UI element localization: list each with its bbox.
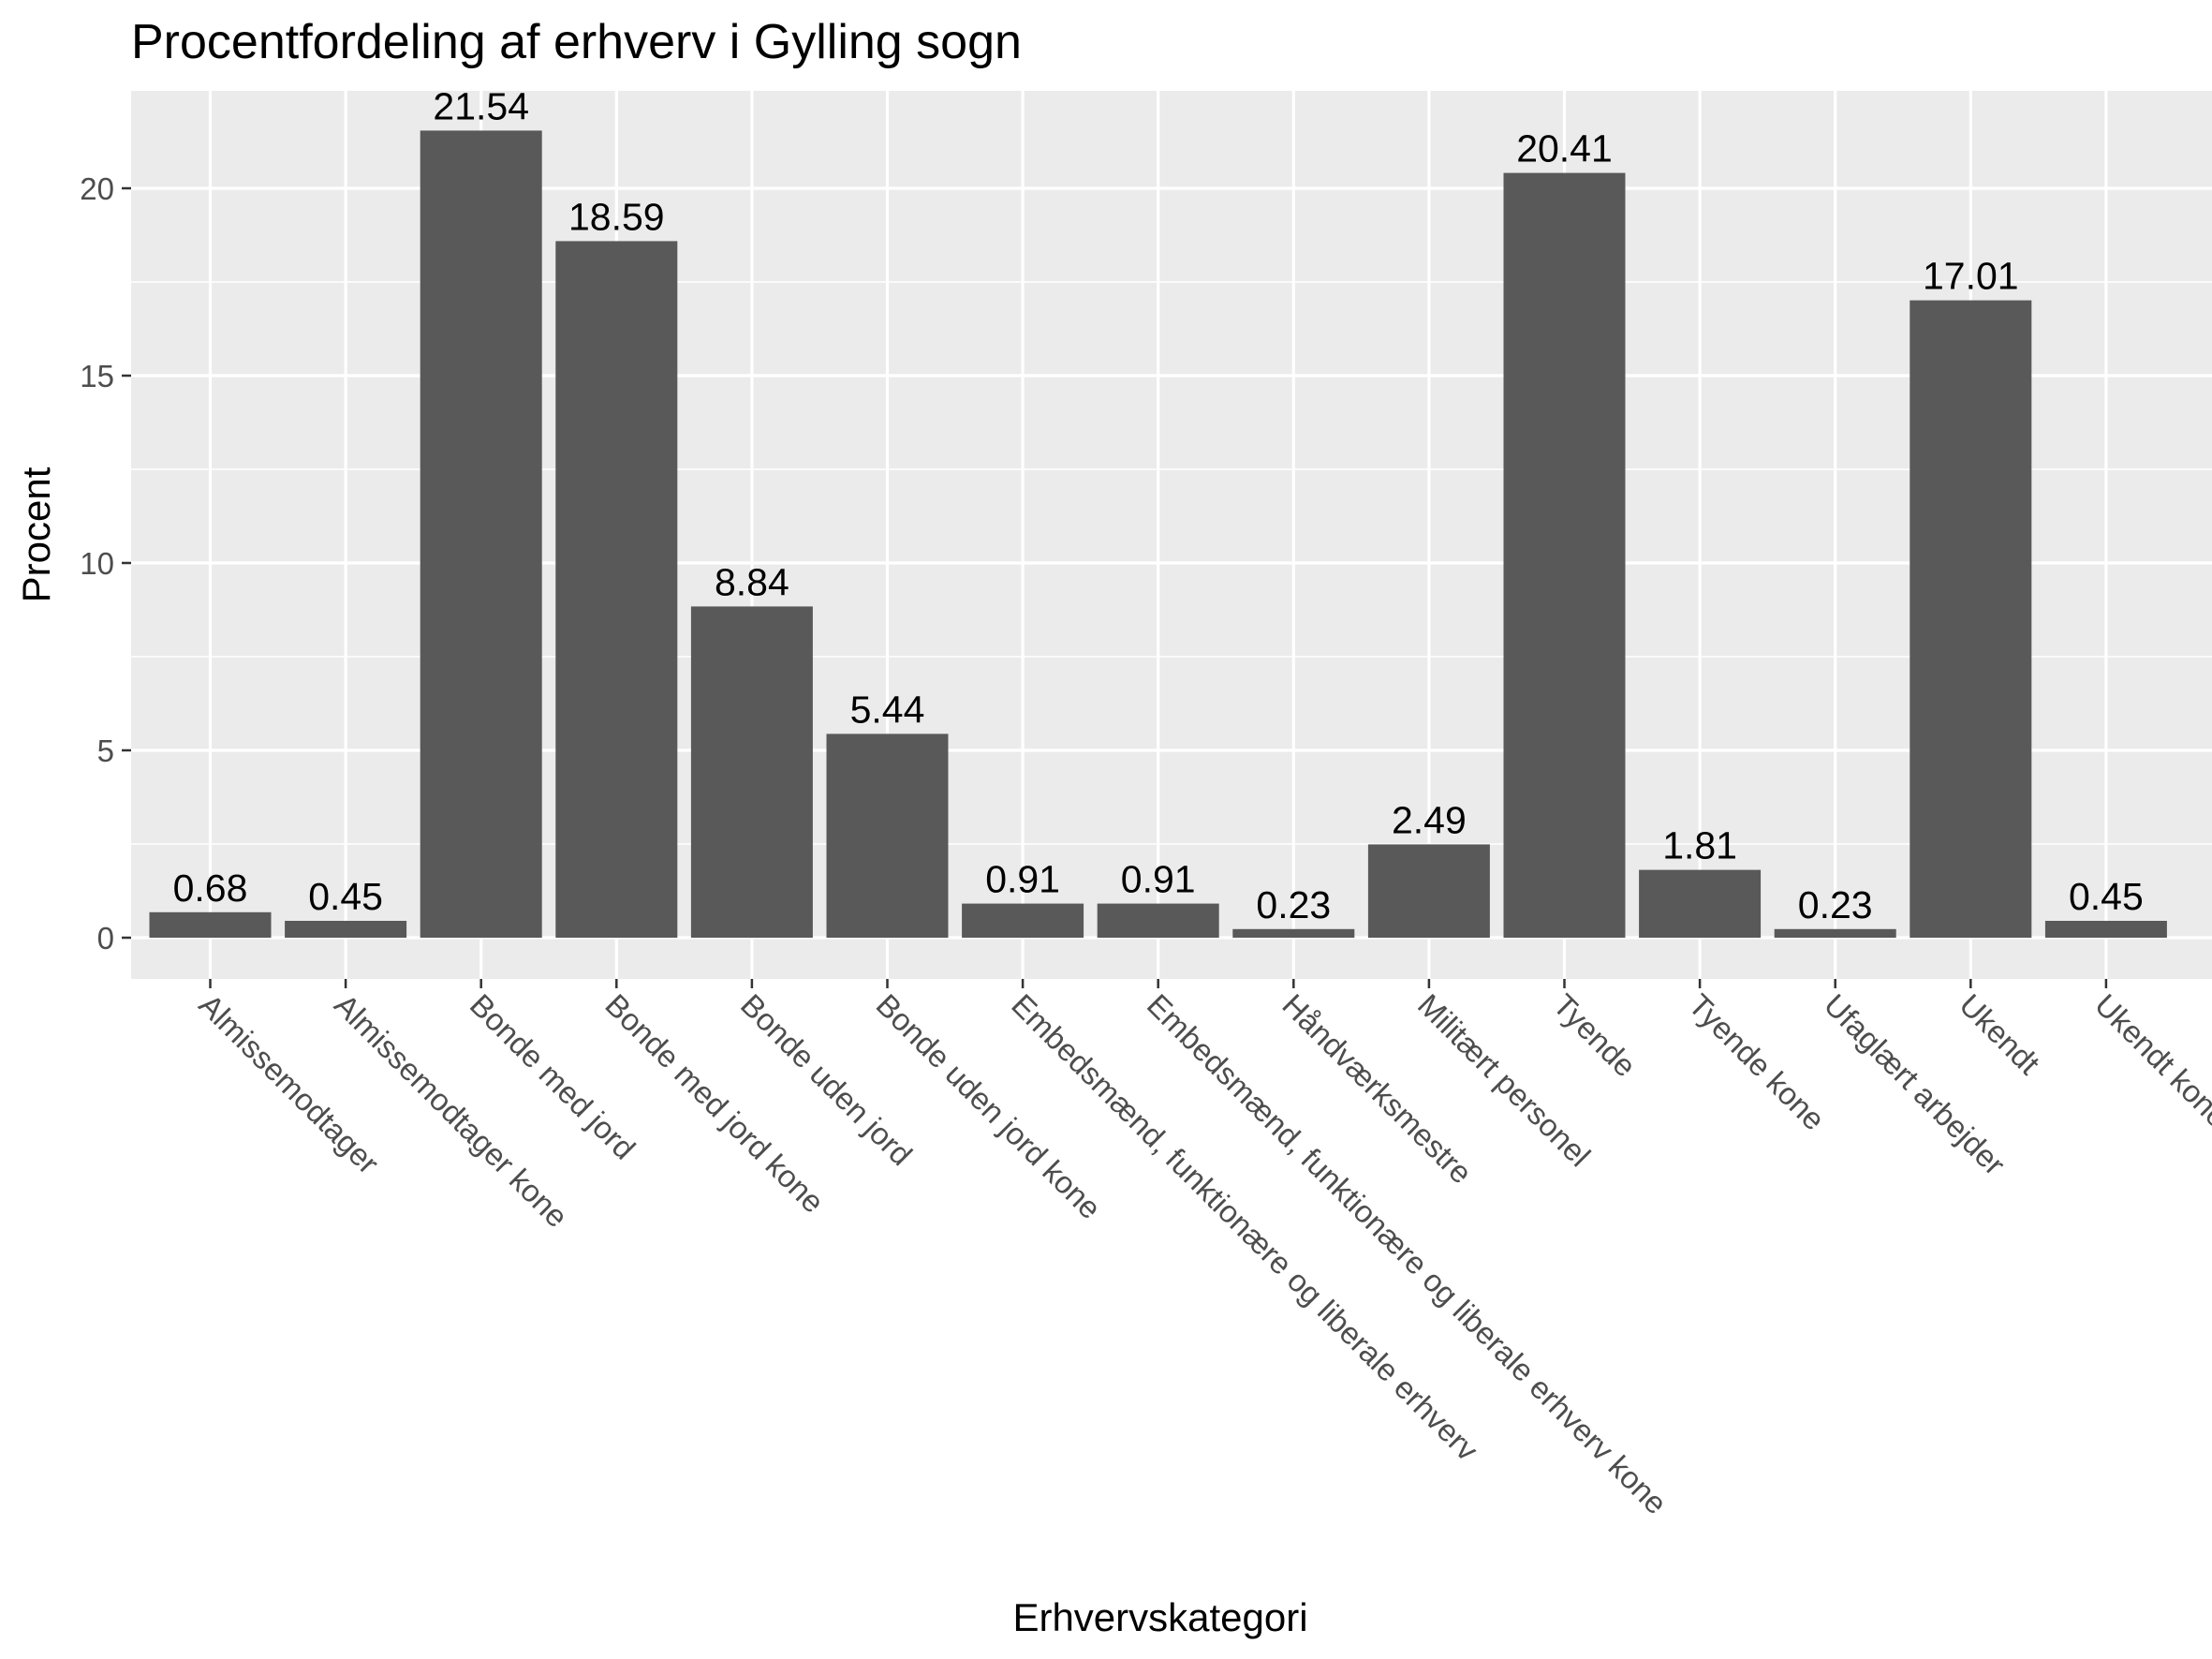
y-tick-label: 5 [97,733,114,768]
y-tick-label: 10 [80,546,114,581]
bar [1774,928,1896,938]
x-tick-label: Bonde uden jord kone [870,987,1109,1226]
bar [420,130,542,938]
bar-value-label: 20.41 [1516,127,1613,170]
x-tick-label: Bonde med jord kone [598,987,831,1220]
bar-value-label: 0.68 [173,867,248,910]
bar-value-label: 17.01 [1923,255,2019,298]
bar-value-label: 0.91 [1121,858,1196,901]
bar-value-label: 0.91 [985,858,1060,901]
bar [1639,869,1762,938]
x-tick-label: Tyende kone [1682,987,1832,1137]
bar-value-label: 1.81 [1662,824,1737,867]
bar-value-label: 0.45 [2069,875,2144,918]
bar-value-label: 2.49 [1392,798,1467,841]
chart-title: Procentfordeling af erhverv i Gylling so… [131,15,1022,69]
x-tick-label: Ukendt [1953,987,2046,1081]
bar-value-label: 8.84 [715,560,789,603]
x-tick-label: Ukendt kone [2088,987,2212,1134]
x-tick-label: Almissemodtager kone [328,987,575,1235]
x-tick-label: Embedsmænd, funktionære og liberale erhv… [1141,987,1674,1521]
bar-value-label: 0.45 [308,875,383,918]
y-tick-label: 0 [97,921,114,955]
y-axis-title: Procent [14,467,58,602]
bar [149,911,272,938]
y-tick-label: 15 [80,359,114,393]
bar [826,733,949,938]
y-tick-label: 20 [80,171,114,206]
bar [285,921,407,938]
bar-value-label: 21.54 [433,84,529,127]
bar [1097,903,1219,938]
bars [149,130,2167,939]
y-axis: 0 5 10 15 20 [80,171,131,955]
x-tick-label: Embedsmænd, funktionære og liberale erhv… [1005,987,1485,1468]
bar [1503,172,1626,939]
bar-value-label: 0.23 [1798,883,1873,926]
bar [1367,844,1490,938]
bar [555,241,678,938]
x-tick-label: Tyende [1547,987,1644,1084]
bar-value-label: 5.44 [850,688,925,731]
x-axis-title: Erhvervskategori [1012,1595,1307,1639]
bar [1232,928,1355,938]
bar [962,903,1084,938]
bar [690,606,813,938]
bar-value-label: 18.59 [568,195,665,238]
bar [2044,921,2167,938]
value-labels: 0.68 0.45 21.54 18.59 8.84 5.44 0.91 0.91 0.23 2.… [173,84,2144,926]
bar [1910,300,2032,939]
bar-value-label: 0.23 [1256,883,1331,926]
